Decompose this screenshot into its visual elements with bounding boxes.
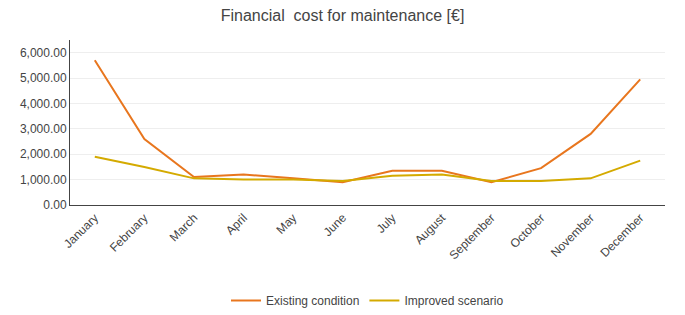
svg-text:December: December — [598, 211, 647, 260]
svg-text:1,000.00: 1,000.00 — [20, 173, 67, 187]
svg-text:April: April — [223, 211, 250, 238]
svg-text:5,000.00: 5,000.00 — [20, 71, 67, 85]
svg-text:February: February — [107, 211, 151, 255]
svg-text:September: September — [446, 211, 497, 262]
svg-text:July: July — [374, 211, 399, 236]
svg-text:6,000.00: 6,000.00 — [20, 46, 67, 60]
svg-text:May: May — [274, 211, 300, 237]
svg-text:Existing condition: Existing condition — [266, 294, 359, 308]
svg-text:October: October — [507, 211, 547, 251]
svg-text:November: November — [548, 211, 597, 260]
svg-text:January: January — [61, 211, 101, 251]
svg-text:March: March — [167, 211, 200, 244]
svg-text:0.00: 0.00 — [43, 198, 67, 212]
svg-text:August: August — [412, 210, 449, 247]
svg-text:Improved scenario: Improved scenario — [404, 294, 503, 308]
svg-text:2,000.00: 2,000.00 — [20, 147, 67, 161]
svg-text:Financial cost for maintenanc: Financial cost for maintenance [€] — [221, 7, 465, 24]
svg-text:3,000.00: 3,000.00 — [20, 122, 67, 136]
svg-text:4,000.00: 4,000.00 — [20, 97, 67, 111]
svg-text:June: June — [321, 211, 350, 240]
